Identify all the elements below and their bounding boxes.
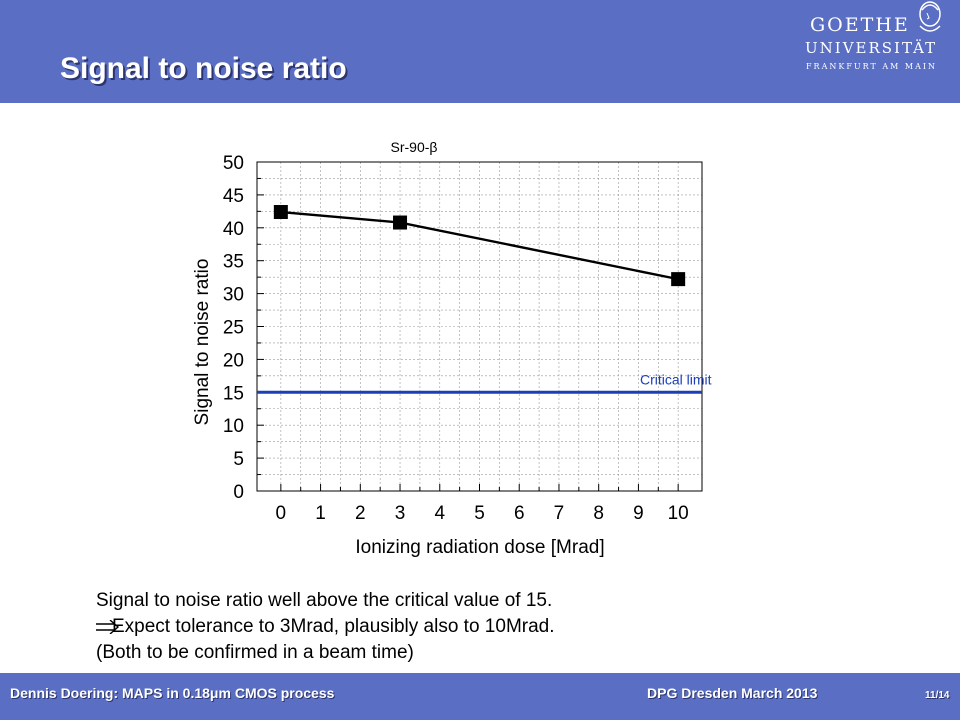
x-tick-label: 9 (633, 503, 644, 524)
y-tick-label: 5 (233, 449, 244, 470)
logo-text-universitaet: UNIVERSITÄT (805, 39, 938, 57)
header-bar (0, 0, 960, 103)
x-tick-label: 6 (514, 503, 525, 524)
x-tick-label: 8 (593, 503, 604, 524)
data-point-marker (671, 272, 686, 287)
y-tick-label: 20 (223, 350, 244, 371)
y-tick-label: 30 (223, 285, 244, 306)
y-axis-label: Signal to noise ratio (192, 259, 213, 426)
y-tick-label: 35 (223, 252, 244, 273)
critical-limit-label: Critical limit (640, 371, 712, 387)
y-tick-label: 50 (223, 153, 244, 174)
body-line-1: Signal to noise ratio well above the cri… (96, 590, 553, 611)
critical-limit-layer: Critical limit (257, 371, 712, 394)
data-point-marker (273, 205, 288, 220)
data-series (273, 205, 686, 287)
x-tick-label: 4 (434, 503, 445, 524)
chart-title: Sr-90-β (391, 139, 438, 155)
x-tick-label: 3 (395, 503, 406, 524)
x-tick-label: 7 (554, 503, 565, 524)
body-text: Signal to noise ratio well above the cri… (96, 588, 555, 666)
chart-grid (257, 161, 702, 492)
footer-author: Dennis Doering: MAPS in 0.18μm CMOS proc… (10, 685, 335, 701)
implies-arrow-icon (96, 620, 120, 634)
university-logo: GOETHE UNIVERSITÄT FRANKFURT AM MAIN (800, 0, 960, 80)
x-tick-label: 2 (355, 503, 366, 524)
goethe-portrait-icon (919, 1, 941, 32)
x-tick-label: 0 (276, 503, 287, 524)
y-tick-label: 0 (233, 482, 244, 503)
y-tick-label: 40 (223, 219, 244, 240)
data-point-marker (393, 215, 408, 230)
footer-bar (0, 673, 960, 720)
slide-title: Signal to noise ratio (60, 52, 347, 85)
x-tick-label: 5 (474, 503, 485, 524)
y-tick-label: 10 (223, 416, 244, 437)
footer-event: DPG Dresden March 2013 (647, 685, 818, 701)
x-tick-label: 10 (668, 503, 689, 524)
logo-text-location: FRANKFURT AM MAIN (806, 62, 938, 71)
y-tick-label: 25 (223, 318, 244, 339)
logo-text-goethe: GOETHE (810, 14, 910, 36)
body-line-3: (Both to be confirmed in a beam time) (96, 642, 414, 663)
body-line-2: Expect tolerance to 3Mrad, plausibly als… (96, 614, 555, 640)
y-tick-label: 45 (223, 186, 244, 207)
page-number: 11/14 (925, 690, 950, 701)
body-line-2-text: Expect tolerance to 3Mrad, plausibly als… (112, 616, 555, 637)
x-axis-label: Ionizing radiation dose [Mrad] (355, 537, 604, 558)
x-tick-label: 1 (315, 503, 326, 524)
y-tick-label: 15 (223, 383, 244, 404)
